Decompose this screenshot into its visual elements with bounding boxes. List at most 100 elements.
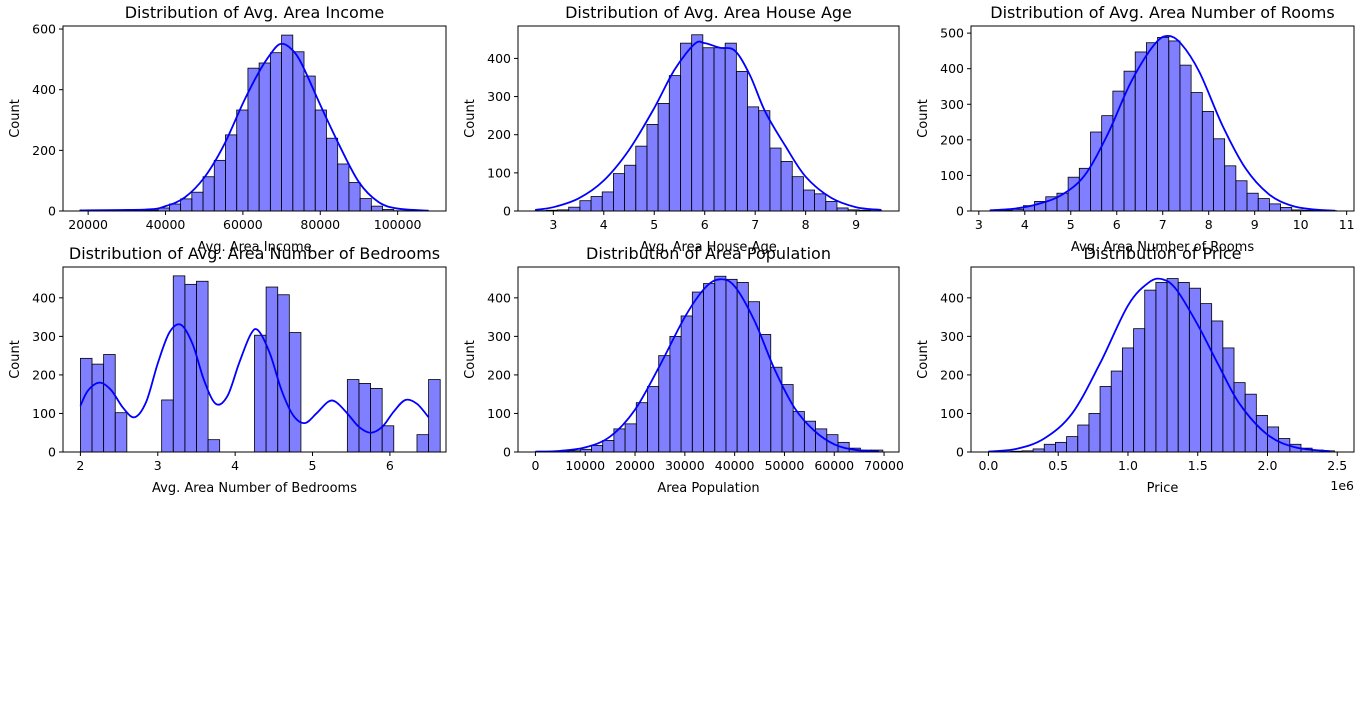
histogram-bar	[370, 388, 383, 453]
histogram-bar	[814, 193, 827, 212]
x-tick-label: 3	[975, 217, 983, 232]
x-tick-label: 5	[650, 217, 658, 232]
histogram-bar	[680, 315, 693, 453]
x-tick-label: 11	[1339, 217, 1355, 232]
y-axis-label: Count	[463, 99, 478, 138]
chart-title: Distribution of Price	[1084, 244, 1242, 263]
x-tick-label: 1.0	[1118, 458, 1138, 473]
histogram-bar	[258, 62, 271, 212]
x-tick-label: 1.5	[1188, 458, 1208, 473]
x-tick-label: 2.0	[1258, 458, 1278, 473]
x-axis-label: Price	[1147, 481, 1179, 496]
x-tick-label: 9	[852, 217, 860, 232]
histogram-bar	[713, 47, 726, 212]
histogram-bar	[1213, 138, 1226, 212]
histogram-bar	[254, 334, 267, 453]
histogram-bar	[669, 335, 682, 453]
histogram-bar	[647, 386, 660, 453]
y-axis-label: Count	[916, 340, 931, 379]
chart-title: Distribution of Avg. Area Number of Room…	[990, 3, 1334, 22]
y-tick-label: 0	[48, 445, 56, 460]
histogram-bar	[370, 205, 383, 212]
histogram-bars	[989, 36, 1337, 212]
y-tick-label: 200	[32, 143, 56, 158]
y-tick-label: 300	[940, 329, 964, 344]
subplot-3: 3 4 5 6 7 8 9 10 11 0 100 200 300 400 500 Avg. Area Num…	[916, 3, 1355, 255]
axes-frame	[62, 266, 447, 453]
subplot-4: 2 3 4 5 6 0 100 200 300 400 Avg. Area Number of Be…	[8, 244, 447, 496]
x-tick-label: 4	[1021, 217, 1029, 232]
y-tick-label: 200	[940, 367, 964, 382]
x-tick-label: 3	[549, 217, 557, 232]
histogram-bar	[780, 161, 793, 212]
kde-curve	[988, 277, 1331, 453]
kde-curve	[535, 40, 882, 211]
histogram-bar	[337, 163, 350, 212]
chart-title: Distribution of Area Population	[586, 244, 831, 263]
y-tick-label: 400	[940, 290, 964, 305]
histogram-bar	[1101, 115, 1114, 212]
histogram-bar	[277, 294, 290, 453]
kde-curve	[79, 323, 430, 434]
histogram-bar	[657, 103, 670, 212]
x-tick-label: 0	[531, 458, 539, 473]
y-tick-label: 400	[32, 82, 56, 97]
histogram-bar	[358, 382, 371, 453]
histogram-bar	[314, 109, 327, 212]
histogram-bar	[658, 355, 671, 453]
histogram-bars	[79, 34, 428, 212]
histogram-bar	[180, 198, 193, 212]
histogram-bar	[416, 434, 429, 453]
histogram-bar	[1211, 320, 1224, 453]
x-tick-label: 7	[1159, 217, 1167, 232]
histogram-bar	[161, 399, 174, 453]
x-axis-label: Avg. Area House Age	[640, 240, 776, 255]
x-axis-label: Area Population	[657, 481, 759, 496]
x-tick-label: 0.0	[978, 458, 998, 473]
x-tick-label: 5	[1067, 217, 1075, 232]
histogram-bar	[1121, 347, 1134, 453]
histogram-bar	[303, 75, 316, 212]
histogram-bar	[207, 439, 221, 453]
histogram-bar	[735, 70, 748, 212]
x-tick-label: 40000	[715, 458, 755, 473]
histogram-bar	[1090, 131, 1103, 212]
histogram-bar	[359, 198, 372, 212]
y-tick-label: 0	[956, 445, 964, 460]
x-tick-label: 2.5	[1327, 458, 1347, 473]
histogram-bar	[236, 109, 249, 212]
histogram-bar	[1155, 282, 1168, 453]
y-tick-label: 300	[32, 329, 56, 344]
histogram-bar	[1257, 198, 1270, 212]
histogram-bar	[759, 334, 772, 453]
y-axis-label: Count	[916, 99, 931, 138]
histogram-bar	[1077, 424, 1090, 453]
histogram-bar	[714, 275, 727, 453]
x-tick-label: 9	[1251, 217, 1259, 232]
x-tick-label: 10	[1293, 217, 1309, 232]
histogram-bar	[579, 200, 592, 212]
y-axis-label: Count	[8, 340, 23, 379]
histogram-bar	[114, 412, 128, 453]
histogram-bar	[196, 280, 209, 453]
y-axis-label: Count	[8, 99, 23, 138]
y-tick-label: 400	[487, 51, 511, 66]
y-tick-label: 200	[940, 132, 964, 147]
kde-curve	[79, 42, 429, 212]
histogram-bar	[1099, 386, 1112, 453]
subplot-6: 0.0 0.5 1.0 1.5 2.0 2.5 0 100 200 300 400 1e6 Price C…	[916, 244, 1355, 496]
histogram-bar	[680, 42, 693, 212]
x-tick-label: 6	[701, 217, 709, 232]
histogram-bar	[281, 34, 294, 212]
histogram-bar	[1235, 180, 1248, 212]
x-tick-label: 30000	[665, 458, 705, 473]
histogram-bar	[624, 164, 637, 212]
histogram-bar	[91, 363, 105, 453]
x-tick-label: 4	[231, 458, 239, 473]
y-tick-label: 200	[487, 127, 511, 142]
y-tick-label: 100	[32, 406, 56, 421]
histogram-bar	[591, 445, 604, 453]
histogram-bar	[1269, 203, 1281, 212]
axes-frame	[517, 25, 900, 212]
subplot-1: 20000 40000 60000 80000 100000 0 200 400 600 Avg.…	[8, 3, 447, 255]
